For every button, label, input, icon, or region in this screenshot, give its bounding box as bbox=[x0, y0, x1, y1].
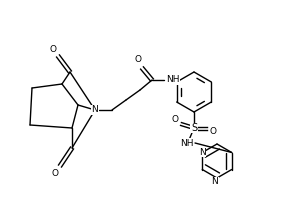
Text: NH: NH bbox=[180, 138, 194, 148]
Text: S: S bbox=[191, 123, 197, 133]
Text: O: O bbox=[209, 127, 217, 136]
Text: O: O bbox=[50, 45, 56, 53]
Text: N: N bbox=[199, 148, 206, 157]
Text: O: O bbox=[134, 55, 142, 64]
Text: O: O bbox=[172, 116, 178, 124]
Text: O: O bbox=[52, 168, 58, 178]
Text: NH: NH bbox=[166, 75, 179, 84]
Text: N: N bbox=[212, 178, 218, 186]
Text: N: N bbox=[92, 106, 98, 114]
